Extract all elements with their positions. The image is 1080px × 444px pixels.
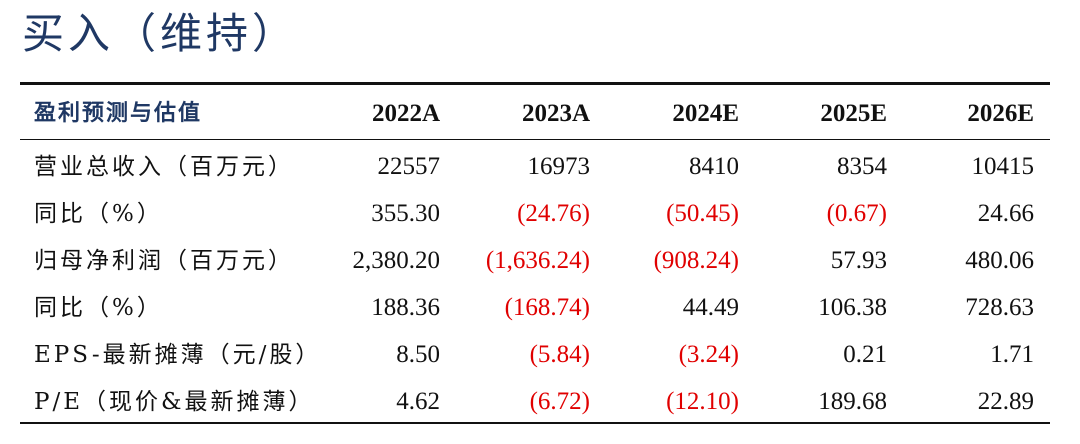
header-year-2025e: 2025E [820,100,887,127]
table-cell: 24.66 [977,200,1034,227]
table-cell: 22.89 [977,388,1034,415]
table-cell: (50.45) [666,200,739,227]
table-row: EPS-最新摊薄（元/股） 8.50 (5.84) (3.24) 0.21 1.… [20,333,1050,377]
table-header-rule [20,139,1050,140]
table-row: 归母净利润（百万元） 2,380.20 (1,636.24) (908.24) … [20,239,1050,283]
table-row: 同比（%） 188.36 (168.74) 44.49 106.38 728.6… [20,286,1050,330]
table-row: 营业总收入（百万元） 22557 16973 8410 8354 10415 [20,145,1050,189]
table-cell: 8354 [837,153,887,180]
table-cell: 355.30 [371,200,440,227]
table-header-row: 盈利预测与估值 2022A 2023A 2024E 2025E 2026E [20,92,1050,136]
table-cell: 189.68 [818,388,887,415]
table-top-rule [20,82,1050,85]
table-cell: 2,380.20 [352,247,441,274]
table-cell: 8410 [689,153,739,180]
table-cell: 1.71 [990,341,1034,368]
table-row: P/E（现价&最新摊薄） 4.62 (6.72) (12.10) 189.68 … [20,380,1050,424]
table-cell: (1,636.24) [485,247,590,274]
table-cell: 22557 [377,153,441,180]
header-label: 盈利预测与估值 [34,101,203,126]
row-label: EPS-最新摊薄（元/股） [34,342,322,368]
table-cell: 4.62 [396,388,440,415]
header-year-2024e: 2024E [672,100,739,127]
table-cell: (168.74) [504,294,590,321]
table-cell: (908.24) [653,247,739,274]
table-cell: (6.72) [529,388,590,415]
table-cell: 10415 [971,153,1035,180]
row-label: 营业总收入（百万元） [34,154,294,180]
rating-title: 买入（维持） [22,9,299,58]
table-cell: 0.21 [843,341,887,368]
row-label: 同比（%） [34,295,163,321]
table-cell: 44.49 [682,294,739,321]
row-label: 同比（%） [34,201,163,227]
table-cell: 57.93 [830,247,887,274]
header-year-2022a: 2022A [371,100,440,127]
table-cell: (3.24) [678,341,739,368]
table-cell: 728.63 [965,294,1034,321]
table-cell: 106.38 [818,294,887,321]
table-row: 同比（%） 355.30 (24.76) (50.45) (0.67) 24.6… [20,192,1050,236]
table-cell: (24.76) [517,200,590,227]
row-label: P/E（现价&最新摊薄） [34,389,315,415]
header-year-2026e: 2026E [967,100,1034,127]
table-cell: 8.50 [396,341,440,368]
row-label: 归母净利润（百万元） [34,248,294,274]
table-cell: 16973 [527,153,591,180]
table-cell: (5.84) [529,341,590,368]
table-cell: (0.67) [826,200,887,227]
table-bottom-rule [20,422,1050,424]
table-cell: (12.10) [666,388,739,415]
header-year-2023a: 2023A [521,100,590,127]
table-cell: 188.36 [371,294,440,321]
table-cell: 480.06 [965,247,1034,274]
